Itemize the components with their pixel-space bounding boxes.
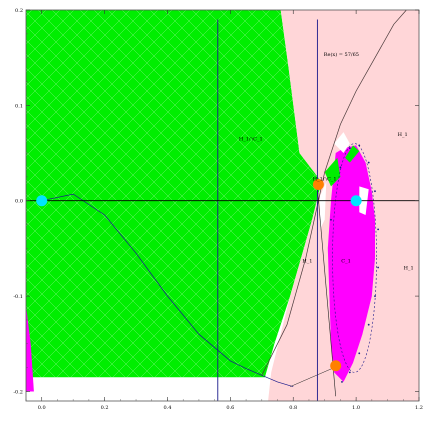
bulb-patch-4 bbox=[320, 181, 327, 230]
dotted-curve-point bbox=[374, 190, 376, 193]
dotted-curve-point bbox=[339, 166, 342, 169]
region-label-4: H_1 bbox=[404, 265, 414, 271]
x-tick-label: 0.2 bbox=[101, 405, 109, 411]
annotation-label: Re(x) = 57/65 bbox=[324, 51, 359, 58]
dashed-ellipse bbox=[332, 143, 377, 373]
magenta-region-2 bbox=[26, 305, 34, 392]
steep-line-1 bbox=[316, 181, 336, 397]
marker-point-2 bbox=[350, 195, 362, 207]
bulb-patch-3 bbox=[345, 145, 360, 163]
region-label-1: H_1∩C_1 bbox=[239, 137, 263, 143]
dotted-curve-point bbox=[358, 144, 361, 147]
y-tick-label: 0.0 bbox=[15, 199, 23, 205]
ray-curve bbox=[261, 10, 407, 376]
dotted-curve-point bbox=[330, 218, 332, 221]
bulb-patch-2 bbox=[324, 157, 341, 187]
region-label-2: H_1 bbox=[398, 132, 408, 138]
region-label-6: C_1 bbox=[341, 259, 351, 265]
region-label-5: H_1∩C_1 bbox=[313, 177, 337, 183]
region-hatch-1 bbox=[26, 10, 322, 378]
y-tick-label: 0.2 bbox=[15, 8, 23, 14]
bottom-chord-line bbox=[289, 367, 335, 387]
dotted-curve-point bbox=[367, 161, 370, 164]
marker-point-1 bbox=[36, 195, 48, 207]
x-tick-label: 0.4 bbox=[164, 405, 172, 411]
dotted-curve-point bbox=[374, 295, 376, 297]
dotted-curve-point bbox=[341, 381, 343, 383]
y-tick-label: -0.1 bbox=[13, 294, 23, 300]
dotted-curve-point bbox=[367, 323, 370, 326]
x-tick-label: 0.8 bbox=[289, 405, 297, 411]
dotted-curve-point bbox=[358, 352, 361, 355]
x-tick-label: 1.2 bbox=[415, 405, 423, 411]
dotted-curve-point bbox=[348, 147, 351, 150]
y-tick-label: 0.1 bbox=[15, 103, 23, 109]
bulb-patch-1 bbox=[334, 132, 350, 153]
x-tick-label: 0.0 bbox=[38, 405, 46, 411]
x-tick-label: 1.0 bbox=[352, 405, 360, 411]
x-tick-label: 0.6 bbox=[226, 405, 234, 411]
dotted-curve-point bbox=[377, 228, 380, 231]
region-label-3: H_1 bbox=[302, 259, 312, 265]
plot-frame bbox=[25, 9, 420, 402]
plot-area: H_1∩C_1 H_1 H_1 H_1 H_1∩C_1 C_1 Re(x) = 57/65 bbox=[26, 10, 419, 401]
y-tick-label: -0.2 bbox=[13, 389, 23, 395]
marker-point-3 bbox=[312, 179, 324, 191]
dotted-curve-point bbox=[377, 266, 380, 269]
cardioid-curve bbox=[41, 193, 294, 388]
dotted-curve-point bbox=[348, 371, 351, 374]
marker-point-4 bbox=[330, 360, 342, 372]
